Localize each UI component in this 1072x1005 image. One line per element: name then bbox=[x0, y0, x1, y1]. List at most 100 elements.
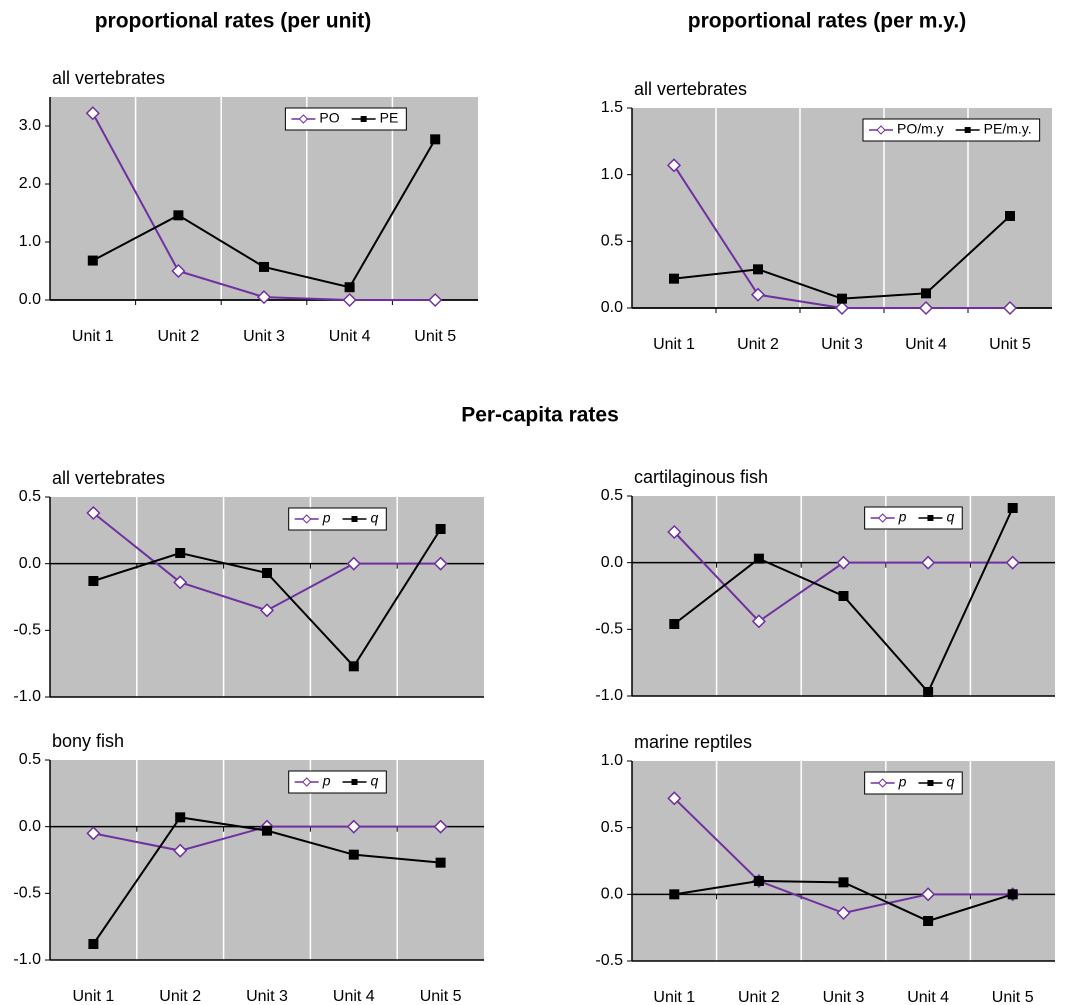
marker bbox=[259, 603, 275, 618]
y-tick-label: -0.5 bbox=[595, 952, 623, 969]
marker bbox=[921, 887, 936, 902]
marker bbox=[175, 812, 186, 823]
marker bbox=[669, 273, 679, 284]
x-tick-label: Unit 5 bbox=[420, 988, 462, 1005]
legend-marker bbox=[360, 116, 367, 122]
marker bbox=[1002, 300, 1018, 316]
y-tick-label: 2.0 bbox=[19, 175, 41, 192]
x-tick-label: Unit 3 bbox=[823, 989, 865, 1005]
marker bbox=[669, 619, 680, 629]
marker bbox=[1005, 211, 1015, 221]
marker bbox=[1005, 555, 1020, 570]
marker bbox=[346, 556, 361, 571]
y-tick-label: -1.0 bbox=[13, 951, 41, 968]
legend: PO PE bbox=[284, 107, 407, 131]
x-tick-label: Unit 1 bbox=[653, 336, 695, 353]
marker bbox=[88, 939, 99, 949]
marker bbox=[666, 158, 682, 173]
marker bbox=[86, 826, 101, 841]
y-tick-label: 1.0 bbox=[601, 166, 623, 183]
y-tick-label: 0.0 bbox=[19, 291, 41, 308]
marker bbox=[346, 819, 361, 834]
marker bbox=[921, 555, 936, 570]
marker bbox=[753, 876, 764, 886]
marker bbox=[430, 134, 441, 145]
y-tick-label: 0.0 bbox=[601, 886, 623, 903]
marker bbox=[923, 687, 934, 697]
marker bbox=[837, 293, 847, 304]
legend-label: q bbox=[946, 509, 954, 525]
x-tick-label: Unit 1 bbox=[653, 989, 695, 1005]
chart-subtitle: all vertebrates bbox=[634, 79, 747, 99]
x-tick-label: Unit 4 bbox=[329, 328, 371, 345]
y-tick-label: 3.0 bbox=[19, 117, 41, 134]
legend-box bbox=[864, 771, 963, 795]
legend-marker bbox=[876, 125, 886, 135]
x-tick-label: Unit 5 bbox=[992, 989, 1034, 1005]
legend-label: q bbox=[946, 774, 954, 790]
x-tick-label: Unit 3 bbox=[821, 336, 863, 353]
legend-marker bbox=[877, 778, 888, 788]
chart-subtitle: bony fish bbox=[52, 731, 124, 751]
y-tick-label: 0.5 bbox=[601, 819, 623, 836]
x-tick-label: Unit 2 bbox=[158, 328, 200, 345]
marker bbox=[173, 843, 188, 858]
marker bbox=[836, 555, 851, 570]
legend-marker bbox=[964, 127, 971, 133]
marker bbox=[348, 849, 359, 860]
x-tick-label: Unit 2 bbox=[737, 336, 779, 353]
legend-label: p bbox=[322, 773, 331, 789]
y-tick-label: 1.5 bbox=[601, 99, 623, 116]
y-tick-label: 0.5 bbox=[601, 233, 623, 250]
marker bbox=[1007, 503, 1018, 513]
chart-title: proportional rates (per unit) bbox=[95, 10, 372, 33]
marker bbox=[173, 210, 184, 221]
marker bbox=[834, 300, 850, 316]
legend-label: p bbox=[898, 774, 907, 790]
chart-subtitle: all vertebrates bbox=[52, 68, 165, 88]
y-tick-label: -1.0 bbox=[595, 687, 623, 704]
legend-marker bbox=[877, 513, 888, 523]
legend-box bbox=[288, 507, 387, 531]
marker bbox=[1007, 889, 1018, 900]
marker bbox=[428, 292, 443, 308]
marker bbox=[173, 575, 188, 590]
x-tick-label: Unit 5 bbox=[989, 336, 1031, 353]
marker bbox=[88, 576, 99, 586]
marker bbox=[262, 568, 272, 578]
marker bbox=[85, 106, 100, 121]
legend-box bbox=[864, 506, 963, 530]
y-tick-label: -1.0 bbox=[13, 688, 41, 705]
chart-title: proportional rates (per m.y.) bbox=[688, 10, 967, 33]
legend-label: PO bbox=[319, 110, 339, 126]
legend-label: PE/m.y. bbox=[984, 121, 1032, 137]
x-tick-label: Unit 3 bbox=[243, 328, 285, 345]
marker bbox=[348, 661, 359, 672]
legend-label: PO/m.y bbox=[897, 121, 944, 137]
legend-marker bbox=[301, 777, 312, 787]
marker bbox=[753, 553, 764, 564]
marker bbox=[87, 255, 98, 266]
y-tick-label: 0.5 bbox=[19, 751, 41, 768]
legend-label: PE bbox=[380, 110, 399, 126]
legend-marker bbox=[301, 514, 312, 524]
y-tick-label: 0.5 bbox=[601, 487, 623, 504]
marker bbox=[175, 548, 186, 558]
plot-area bbox=[632, 761, 1055, 961]
legend-marker bbox=[927, 780, 934, 786]
y-tick-label: 1.0 bbox=[19, 233, 41, 250]
legend-label: q bbox=[370, 510, 378, 526]
legend-marker bbox=[351, 516, 358, 522]
marker bbox=[435, 524, 446, 534]
marker bbox=[667, 791, 682, 806]
marker bbox=[838, 877, 849, 888]
x-tick-label: Unit 4 bbox=[907, 989, 949, 1005]
chart-subtitle: marine reptiles bbox=[634, 732, 752, 752]
marker bbox=[836, 905, 851, 921]
marker bbox=[750, 287, 766, 302]
legend-box bbox=[288, 770, 387, 794]
legend-marker bbox=[298, 114, 309, 124]
legend-marker bbox=[927, 515, 934, 521]
